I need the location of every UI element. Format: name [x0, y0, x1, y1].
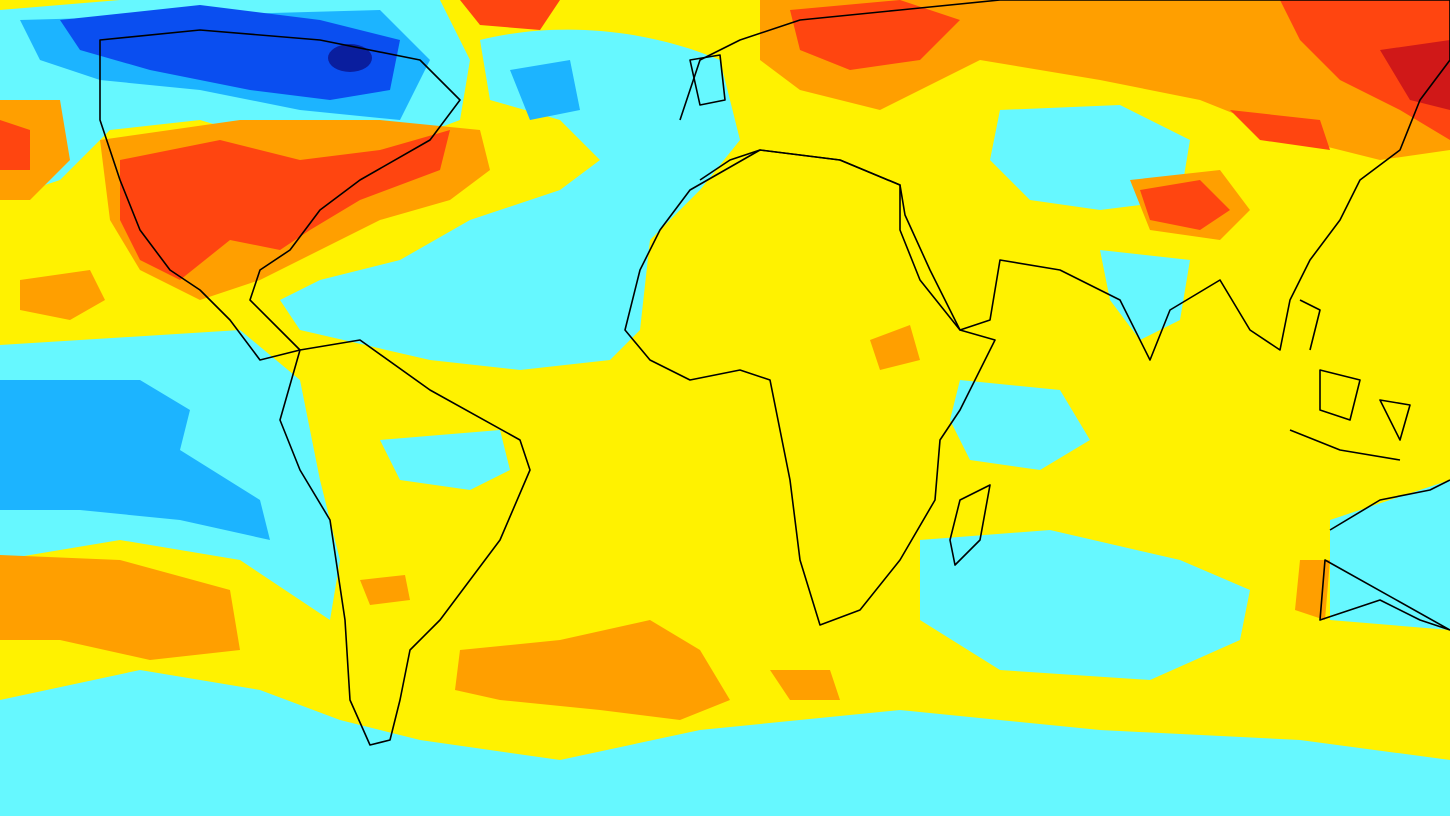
australia-patch	[1330, 480, 1450, 630]
asia-red-streak	[1230, 110, 1330, 150]
canada-blue	[60, 5, 400, 100]
madagascar	[949, 484, 991, 566]
north-america	[99, 29, 461, 361]
pacific-orange-patch	[20, 270, 105, 320]
south-atlantic-orange	[455, 620, 730, 720]
australia	[1319, 479, 1450, 631]
asia-red	[1140, 180, 1230, 230]
atlantic-blue	[510, 60, 580, 120]
africa	[624, 149, 996, 626]
canada-dark-blue	[328, 44, 372, 72]
south-ocean-orange	[770, 670, 840, 700]
indian-ocean-south	[920, 530, 1250, 680]
south-pacific-orange	[0, 555, 240, 660]
north-atlantic	[280, 29, 740, 370]
britain	[689, 54, 726, 106]
brazil-patch	[380, 430, 510, 490]
indonesia	[1289, 369, 1411, 461]
pacific-ne-orange	[0, 100, 70, 200]
siberia-red	[1280, 0, 1450, 140]
coastlines	[99, 0, 1450, 746]
southern-band	[0, 670, 1450, 816]
greenland-red	[460, 0, 560, 30]
pacific-red	[0, 120, 30, 170]
pacific-blue	[0, 380, 270, 540]
africa-orange	[870, 325, 920, 370]
indian-ocean-patch	[950, 380, 1090, 470]
taiwan-philippines	[1299, 299, 1321, 351]
siberia-dark-red	[1380, 40, 1450, 110]
usa-red	[120, 130, 450, 280]
south-america	[279, 339, 531, 746]
south-america-orange	[360, 575, 410, 605]
eurasia	[679, 0, 1450, 361]
blue-regions	[60, 5, 400, 100]
